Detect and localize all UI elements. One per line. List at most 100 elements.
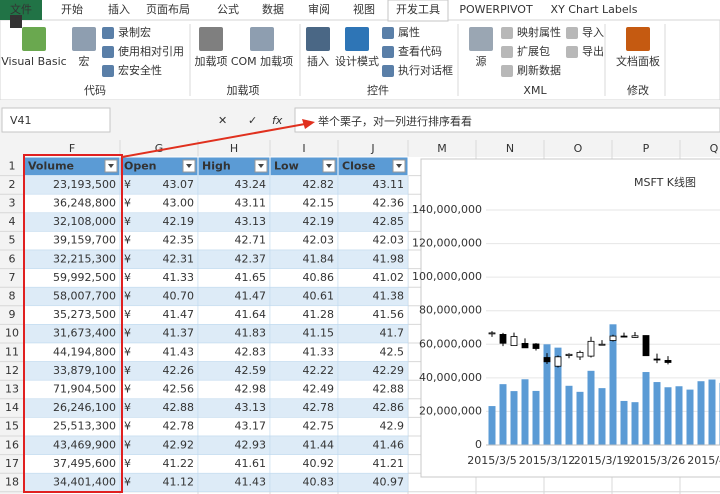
cell-value: 43.11 — [373, 178, 405, 191]
enter-icon: ✓ — [248, 114, 257, 127]
ribbon-button[interactable]: Visual Basic — [1, 55, 66, 68]
volume-bar — [510, 391, 518, 445]
ribbon-button[interactable]: 宏安全性 — [118, 63, 162, 77]
cell-value: 33,879,100 — [53, 364, 116, 377]
ribbon-button[interactable]: 设计模式 — [335, 55, 379, 68]
ribbon-button[interactable]: 查看代码 — [398, 44, 442, 58]
cell-value: 41.56 — [373, 308, 405, 321]
x-tick-label: 2015/3/19 — [574, 454, 630, 467]
ribbon-button[interactable]: 导入 — [582, 26, 604, 39]
ribbon-icon — [306, 27, 330, 51]
y-tick-label: 140,000,000 — [412, 203, 482, 216]
ribbon-button[interactable]: 扩展包 — [517, 44, 550, 58]
ribbon-tab[interactable]: 页面布局 — [146, 3, 190, 16]
y-tick-label: 80,000,000 — [419, 304, 482, 317]
ribbon-button[interactable]: 执行对话框 — [398, 63, 453, 77]
key-tip — [10, 15, 22, 28]
candle-body — [521, 342, 529, 349]
candle-body — [631, 335, 639, 338]
ribbon-button[interactable]: 录制宏 — [118, 25, 151, 39]
ribbon-button[interactable]: 加载项 — [195, 55, 228, 68]
cell-value: 59,992,500 — [53, 271, 116, 284]
cell-value: 42.9 — [380, 420, 405, 433]
ribbon-tab[interactable]: 审阅 — [308, 2, 330, 16]
ribbon-tab[interactable]: 插入 — [108, 2, 130, 16]
ribbon-tab[interactable]: 数据 — [262, 2, 284, 16]
function-icon[interactable]: fx — [272, 114, 283, 127]
y-tick-label: 120,000,000 — [412, 237, 482, 250]
cell-value: 41.33 — [303, 345, 335, 358]
cell-value: 42.49 — [303, 383, 335, 396]
ribbon-button[interactable]: 文档面板 — [616, 54, 660, 68]
ribbon-tab[interactable]: POWERPIVOT — [459, 3, 533, 16]
ribbon-button[interactable]: 导出 — [582, 44, 604, 58]
ribbon-tab[interactable]: 公式 — [217, 3, 239, 16]
ribbon-icon — [102, 65, 114, 77]
filter-arrow — [108, 164, 114, 168]
ribbon-button[interactable]: 映射属性 — [517, 25, 561, 39]
cell-value: 42.85 — [373, 215, 405, 228]
candle-body — [576, 351, 584, 358]
column-letter: G — [155, 142, 164, 155]
cell-value: 41.22 — [163, 457, 195, 470]
cell-value: 23,193,500 — [53, 178, 116, 191]
volume-bar — [587, 370, 595, 445]
cell-value: 42.98 — [235, 383, 267, 396]
ribbon-button[interactable]: 使用相对引用 — [118, 44, 184, 58]
highlight-box — [23, 154, 123, 493]
ribbon-button[interactable]: 源 — [476, 54, 487, 68]
row-number: 14 — [5, 401, 19, 414]
group-label: 控件 — [367, 83, 389, 97]
candle-body — [510, 336, 518, 347]
cell-value: 42.88 — [163, 401, 195, 414]
ribbon-icon — [501, 27, 513, 39]
x-tick-label: 2015/3/26 — [629, 454, 685, 467]
cell-value: 43.11 — [235, 197, 267, 210]
cell-value: 39,159,700 — [53, 234, 116, 247]
cell-value: 42.75 — [303, 420, 335, 433]
ribbon-button[interactable]: 宏 — [79, 54, 90, 68]
ribbon-button[interactable]: 属性 — [398, 25, 420, 39]
row-number: 18 — [5, 476, 19, 489]
cell-value: 25,513,300 — [53, 420, 116, 433]
candle-body — [543, 357, 551, 363]
ribbon-button[interactable]: 插入 — [307, 54, 329, 68]
row-number: 3 — [9, 197, 16, 210]
cell-value: 41.43 — [163, 345, 195, 358]
ribbon-tab[interactable]: 视图 — [353, 2, 375, 16]
currency-symbol: ¥ — [124, 420, 131, 433]
row-number: 1 — [9, 159, 16, 172]
volume-bar — [631, 402, 639, 445]
cell-value: 41.21 — [373, 457, 405, 470]
cell-value: 42.93 — [235, 438, 267, 451]
cell-value: 71,904,500 — [53, 383, 116, 396]
cell-value: 42.22 — [303, 364, 335, 377]
cell-value: 32,108,000 — [53, 215, 116, 228]
ribbon-icon — [382, 65, 394, 77]
cell-value: 40.97 — [373, 476, 405, 489]
cell-value: 41.83 — [235, 327, 267, 340]
header-text: High — [202, 159, 231, 172]
row-number: 12 — [5, 364, 19, 377]
cell-value: 42.88 — [373, 383, 405, 396]
ribbon-icon — [469, 27, 493, 51]
ribbon-tab[interactable]: 开发工具 — [396, 2, 440, 16]
ribbon-button[interactable]: COM 加载项 — [231, 55, 293, 68]
cell-value: 43.13 — [235, 401, 267, 414]
cell-value: 43.24 — [235, 178, 267, 191]
ribbon-button[interactable]: 刷新数据 — [517, 63, 561, 77]
formula-input[interactable] — [294, 107, 720, 133]
row-number: 15 — [5, 420, 19, 433]
currency-symbol: ¥ — [124, 234, 131, 247]
header-text: Volume — [28, 159, 74, 172]
ribbon-tab[interactable]: 开始 — [61, 2, 83, 16]
cell-value: 42.31 — [163, 252, 195, 265]
currency-symbol: ¥ — [124, 215, 131, 228]
ribbon-tab[interactable]: XY Chart Labels — [551, 3, 638, 16]
cell-value: 34,401,400 — [53, 476, 116, 489]
volume-bar — [532, 390, 540, 445]
name-box[interactable] — [1, 107, 111, 133]
file-tab-label[interactable]: 文件 — [10, 2, 32, 16]
volume-bar — [499, 384, 507, 445]
